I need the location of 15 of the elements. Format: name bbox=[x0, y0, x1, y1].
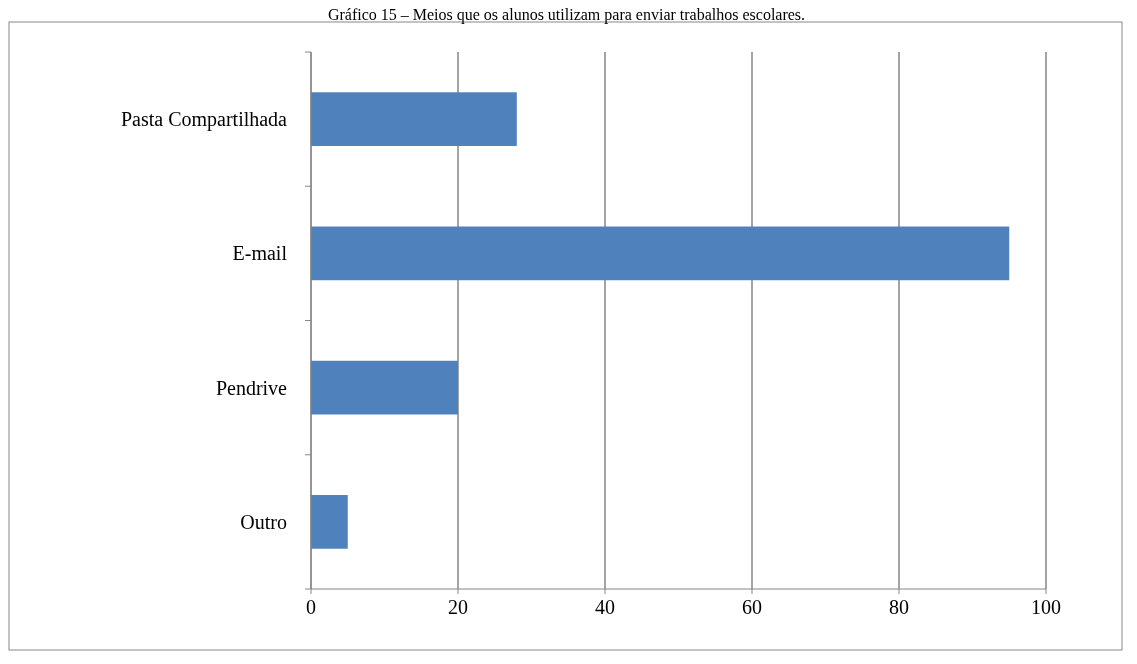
x-tick-label: 20 bbox=[448, 596, 468, 618]
y-tick-label: Outro bbox=[240, 510, 287, 533]
y-tick-label: Pendrive bbox=[215, 376, 288, 399]
bar bbox=[311, 495, 348, 549]
x-tick-label: 0 bbox=[306, 596, 316, 618]
x-tick-label: 80 bbox=[889, 596, 909, 618]
bar bbox=[311, 226, 1010, 281]
x-tick-label: 100 bbox=[1031, 596, 1061, 618]
y-tick-label: E-mail bbox=[232, 242, 288, 265]
x-tick-label: 40 bbox=[595, 596, 615, 618]
y-tick-label: Pasta Compartilhada bbox=[120, 108, 288, 132]
bar bbox=[311, 92, 517, 146]
chart-title: Gráfico 15 – Meios que os alunos utilizam para enviar trabalhos escolares. bbox=[327, 6, 806, 24]
x-tick-label: 60 bbox=[742, 596, 762, 618]
bar bbox=[311, 360, 458, 415]
